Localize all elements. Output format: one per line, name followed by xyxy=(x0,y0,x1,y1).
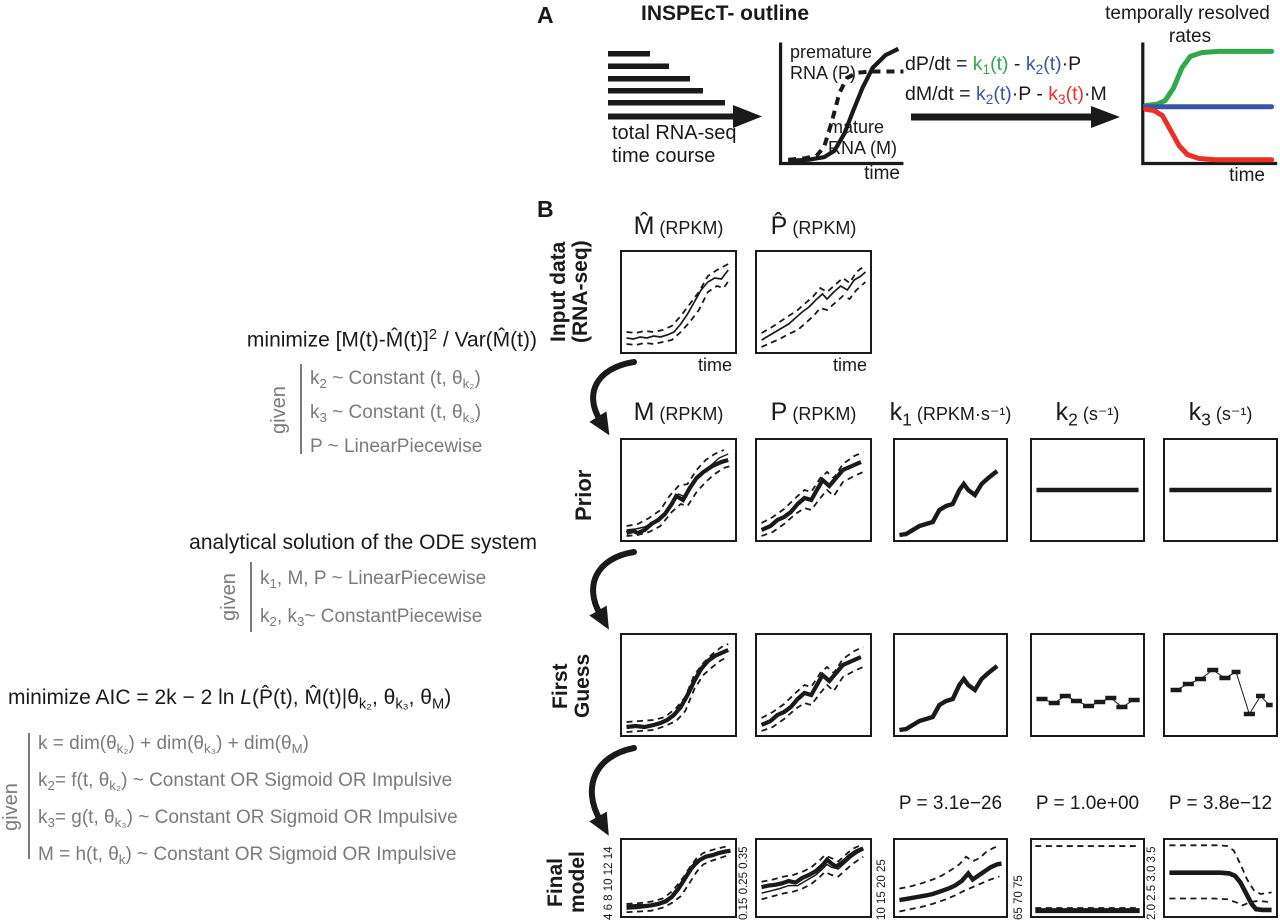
header-k3-unit: k3 (s⁻¹) xyxy=(1188,398,1253,430)
yticks-final-k1: 10 15 20 25 xyxy=(876,859,888,920)
header-p-rpkm: P (RPKM) xyxy=(770,398,857,426)
panel-a-label: A xyxy=(537,2,554,28)
figure-title: INSPEcT- outline xyxy=(640,2,810,25)
given-1-line-k3: k3 ~ Constant (t, θk₃) xyxy=(310,401,482,425)
equation-minimize-variance: minimize [M(t)-M̂(t)]2 / Var(M̂(t)) xyxy=(246,327,537,352)
plot-prior-k2 xyxy=(1030,438,1145,542)
plot-prior-k1 xyxy=(893,438,1008,542)
given-label-2: given xyxy=(218,573,240,621)
plot-final-m xyxy=(620,838,737,918)
premature-rna-label: premature RNA (P) xyxy=(790,42,873,83)
curve-k1-synthesis-rate xyxy=(1146,51,1272,105)
header-p-hat-rpkm: P̂ (RPKM) xyxy=(770,212,857,240)
given-block-1: k2 ~ Constant (t, θk₂) k3 ~ Constant (t,… xyxy=(310,364,482,461)
given-bar-3 xyxy=(28,733,30,859)
plot-final-k2 xyxy=(1030,838,1145,918)
given-3-line-k2: k2= f(t, θk₂) ~ Constant OR Sigmoid OR I… xyxy=(38,769,453,793)
curve-k3-degradation-rate xyxy=(1146,109,1272,159)
pvalue-k1: P = 3.1e−26 xyxy=(898,793,1003,814)
rates-title-line2: rates xyxy=(1168,26,1212,47)
ode-equations: dP/dt = k1(t) - k2(t)·P dM/dt = k2(t)·P … xyxy=(905,52,1107,112)
input-p-time-label: time xyxy=(832,355,867,375)
ode-equation-dmdt: dM/dt = k2(t)·P - k3(t)·M xyxy=(905,83,1107,108)
row-label-input-data: Input data (RNA-seq) xyxy=(547,240,593,344)
workflow-arrow-1-icon xyxy=(589,359,637,436)
workflow-arrow-3-icon xyxy=(588,745,637,836)
yticks-final-k2: 65 70 75 xyxy=(1013,875,1025,920)
equation-ode-solution: analytical solution of the ODE system xyxy=(189,531,537,554)
given-block-2: k1, M, P ~ LinearPiecewise k2, k3~ Const… xyxy=(260,562,486,638)
yticks-final-p: 0.15 0.25 0.35 xyxy=(738,846,750,920)
plot-firstguess-p xyxy=(755,633,872,737)
plot-final-k1 xyxy=(893,838,1008,918)
plot-prior-p xyxy=(755,438,872,542)
pvalue-k3: P = 3.8e−12 xyxy=(1168,793,1273,814)
given-1-line-k2: k2 ~ Constant (t, θk₂) xyxy=(310,368,481,391)
plot-final-p xyxy=(755,838,872,918)
rates-title-line1: temporally resolved xyxy=(1105,3,1270,24)
flow-arrow-right-icon xyxy=(911,106,1120,128)
given-2-line-k2k3: k2, k3~ ConstantPiecewise xyxy=(260,605,483,629)
row-label-final-model: Final model xyxy=(544,851,590,914)
reads-caption: total RNA-seq time course xyxy=(612,122,737,168)
workflow-arrow-2-icon xyxy=(589,549,637,630)
given-label-3: given xyxy=(0,783,22,831)
rates-time-axis-label: time xyxy=(1229,165,1265,186)
plot-firstguess-k1 xyxy=(893,633,1008,737)
row-label-prior: Prior xyxy=(571,469,596,521)
equation-minimize-aic: minimize AIC = 2k − 2 ln L(P̂(t), M̂(t)|… xyxy=(8,686,452,713)
ode-equation-dpdt: dP/dt = k1(t) - k2(t)·P xyxy=(905,53,1082,78)
time-axis-label: time xyxy=(864,163,900,184)
plot-firstguess-k3 xyxy=(1163,633,1278,737)
header-m-rpkm: M (RPKM) xyxy=(633,398,724,426)
yticks-final-m: 4 6 8 10 12 14 xyxy=(603,846,615,920)
given-block-3: k = dim(θk₂) + dim(θk₃) + dim(θM) k2= f(… xyxy=(38,728,458,876)
given-2-line-k1mp: k1, M, P ~ LinearPiecewise xyxy=(260,568,487,591)
curve-dashed-rna xyxy=(788,72,903,160)
header-m-hat-rpkm: M̂ (RPKM) xyxy=(633,212,724,240)
reads-caption-line2: time course xyxy=(612,145,716,167)
header-k1-unit: k1 (RPKM·s⁻¹) xyxy=(889,398,1012,430)
plot-firstguess-k2 xyxy=(1030,633,1145,737)
given-3-line-k: k = dim(θk₂) + dim(θk₃) + dim(θM) xyxy=(38,733,309,756)
reads-caption-line1: total RNA-seq xyxy=(612,122,737,144)
rates-plot xyxy=(1140,40,1280,166)
given-bar-2 xyxy=(250,562,252,632)
rna-seq-reads-icon xyxy=(608,51,762,128)
plot-prior-k3 xyxy=(1163,438,1278,542)
given-label-1: given xyxy=(268,386,290,434)
premature-mature-plot xyxy=(778,40,906,166)
mature-rna-label: mature RNA (M) xyxy=(828,117,897,158)
input-m-time-label: time xyxy=(697,355,732,375)
header-k2-unit: k2 (s⁻¹) xyxy=(1055,398,1120,430)
given-3-line-m: M = h(t, θk) ~ Constant OR Sigmoid OR Im… xyxy=(38,843,457,867)
plot-input-mature xyxy=(620,250,737,354)
given-1-line-p: P ~ LinearPiecewise xyxy=(310,435,483,457)
plot-final-k3 xyxy=(1163,838,1278,918)
row-label-first-guess: First Guess xyxy=(549,653,595,719)
yticks-final-k3: 2.0 2.5 3.0 3.5 xyxy=(1146,846,1158,920)
plot-firstguess-m xyxy=(620,633,737,737)
curve-solid-rna xyxy=(788,49,898,161)
given-3-line-k3: k3= g(t, θk₃) ~ Constant OR Sigmoid OR I… xyxy=(38,806,458,830)
pvalue-k2: P = 1.0e+00 xyxy=(1035,793,1140,814)
panel-b-label: B xyxy=(537,196,554,222)
plot-prior-m xyxy=(620,438,737,542)
plot-input-premature xyxy=(755,250,872,354)
given-bar-1 xyxy=(300,364,302,454)
